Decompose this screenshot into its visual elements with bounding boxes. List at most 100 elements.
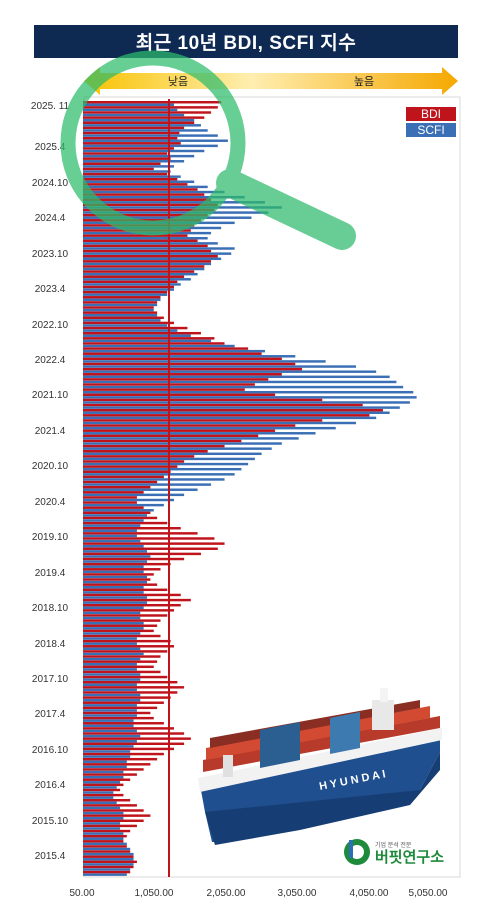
- bar-scfi: [83, 206, 282, 209]
- bar-bdi: [83, 834, 127, 838]
- bar-scfi: [83, 349, 265, 353]
- bar-bdi: [83, 870, 131, 874]
- y-tick-label: 2015.10: [32, 816, 69, 827]
- brand-tagline: 기업 분석 전문: [375, 843, 412, 849]
- bar-bdi: [83, 249, 212, 253]
- scale-high-label: 높음: [354, 75, 374, 88]
- bar-scfi: [83, 190, 225, 194]
- bar-bdi: [83, 793, 124, 797]
- bar-bdi: [83, 526, 181, 530]
- bar-bdi: [83, 547, 218, 550]
- scale-arrow-shape: [84, 67, 458, 95]
- bar-scfi: [83, 837, 124, 840]
- bar-bdi: [83, 763, 151, 766]
- bar-scfi: [83, 509, 154, 512]
- bar-bdi: [83, 183, 188, 186]
- bar-bdi: [83, 208, 215, 212]
- bar-bdi: [83, 609, 174, 612]
- bar-scfi: [83, 462, 249, 466]
- bar-scfi: [83, 134, 218, 137]
- y-axis-labels: 2025. 11 2025.4 2024.10 2024.4 2023.10 2023.4…: [31, 101, 70, 862]
- bar-bdi: [83, 701, 164, 704]
- bar-bdi: [83, 727, 174, 730]
- bar-bdi: [83, 501, 137, 504]
- bar-bdi: [83, 439, 242, 443]
- bar-bdi: [83, 496, 137, 499]
- y-tick-label: 2020.10: [32, 461, 69, 472]
- bar-scfi: [83, 698, 141, 702]
- bar-bdi: [83, 773, 137, 776]
- bar-bdi: [83, 285, 174, 289]
- bar-bdi: [83, 280, 178, 284]
- bar-scfi: [83, 175, 181, 178]
- bar-scfi: [83, 668, 137, 671]
- bar-bdi: [83, 136, 178, 140]
- bar-scfi: [83, 539, 141, 543]
- bar-scfi: [83, 432, 316, 435]
- bar-scfi: [83, 108, 178, 112]
- bar-bdi: [83, 804, 137, 807]
- y-tick-label: 2021.4: [35, 426, 66, 437]
- bar-scfi: [83, 421, 356, 425]
- brand-logo-icon: [344, 839, 370, 865]
- bar-scfi: [83, 283, 181, 286]
- bar-bdi: [83, 747, 174, 751]
- scale-low-label: 낮음: [168, 75, 188, 88]
- bar-scfi: [83, 709, 137, 712]
- bar-bdi: [83, 819, 144, 823]
- bar-bdi: [83, 101, 222, 104]
- bar-scfi: [83, 118, 195, 122]
- bar-bdi: [83, 398, 323, 402]
- bar-bdi: [83, 429, 276, 432]
- bar-bdi: [83, 860, 137, 864]
- bar-bdi: [83, 491, 144, 494]
- bar-bdi: [83, 552, 201, 556]
- bar-bdi: [83, 408, 383, 412]
- bar-scfi: [83, 801, 117, 805]
- bar-bdi: [83, 342, 225, 345]
- bar-bdi: [83, 157, 171, 160]
- y-tick-label: 2022.4: [35, 355, 66, 366]
- bar-bdi: [83, 378, 269, 381]
- bar-bdi: [83, 619, 161, 622]
- bar-scfi: [83, 791, 114, 794]
- bar-scfi: [83, 714, 137, 717]
- bar-bdi: [83, 147, 174, 150]
- bar-bdi: [83, 691, 178, 694]
- bar-bdi: [83, 444, 225, 448]
- bar-bdi: [83, 737, 191, 740]
- bar-bdi: [83, 603, 181, 607]
- bar-bdi: [83, 301, 158, 304]
- bar-scfi: [83, 252, 232, 255]
- bar-bdi: [83, 573, 154, 576]
- bar-scfi: [83, 868, 131, 871]
- y-tick-label: 2023.10: [32, 249, 69, 260]
- bar-scfi: [83, 719, 134, 722]
- bar-scfi: [83, 786, 117, 789]
- bar-bdi: [83, 665, 154, 669]
- bar-bdi: [83, 680, 178, 684]
- bar-bdi: [83, 716, 154, 720]
- bar-bdi: [83, 783, 124, 787]
- bar-scfi: [83, 478, 225, 481]
- bar-bdi: [83, 142, 181, 145]
- bar-bdi: [83, 511, 151, 515]
- bar-bdi: [83, 537, 215, 540]
- y-tick-label: 2017.4: [35, 709, 66, 720]
- bar-bdi: [83, 347, 249, 350]
- y-tick-label: 2023.4: [35, 284, 66, 295]
- bar-scfi: [83, 380, 397, 384]
- bar-scfi: [83, 627, 144, 630]
- bar-bdi: [83, 450, 208, 453]
- bar-bdi: [83, 331, 201, 335]
- x-tick-label: 4,050.00: [350, 888, 389, 899]
- bar-scfi: [83, 873, 127, 876]
- bar-scfi: [83, 616, 141, 620]
- bar-scfi: [83, 765, 127, 769]
- bar-scfi: [83, 534, 137, 538]
- bar-scfi: [83, 129, 208, 132]
- bar-bdi: [83, 845, 127, 848]
- bar-bdi: [83, 311, 158, 314]
- y-tick-label: 2018.10: [32, 603, 69, 614]
- bar-scfi: [83, 467, 242, 471]
